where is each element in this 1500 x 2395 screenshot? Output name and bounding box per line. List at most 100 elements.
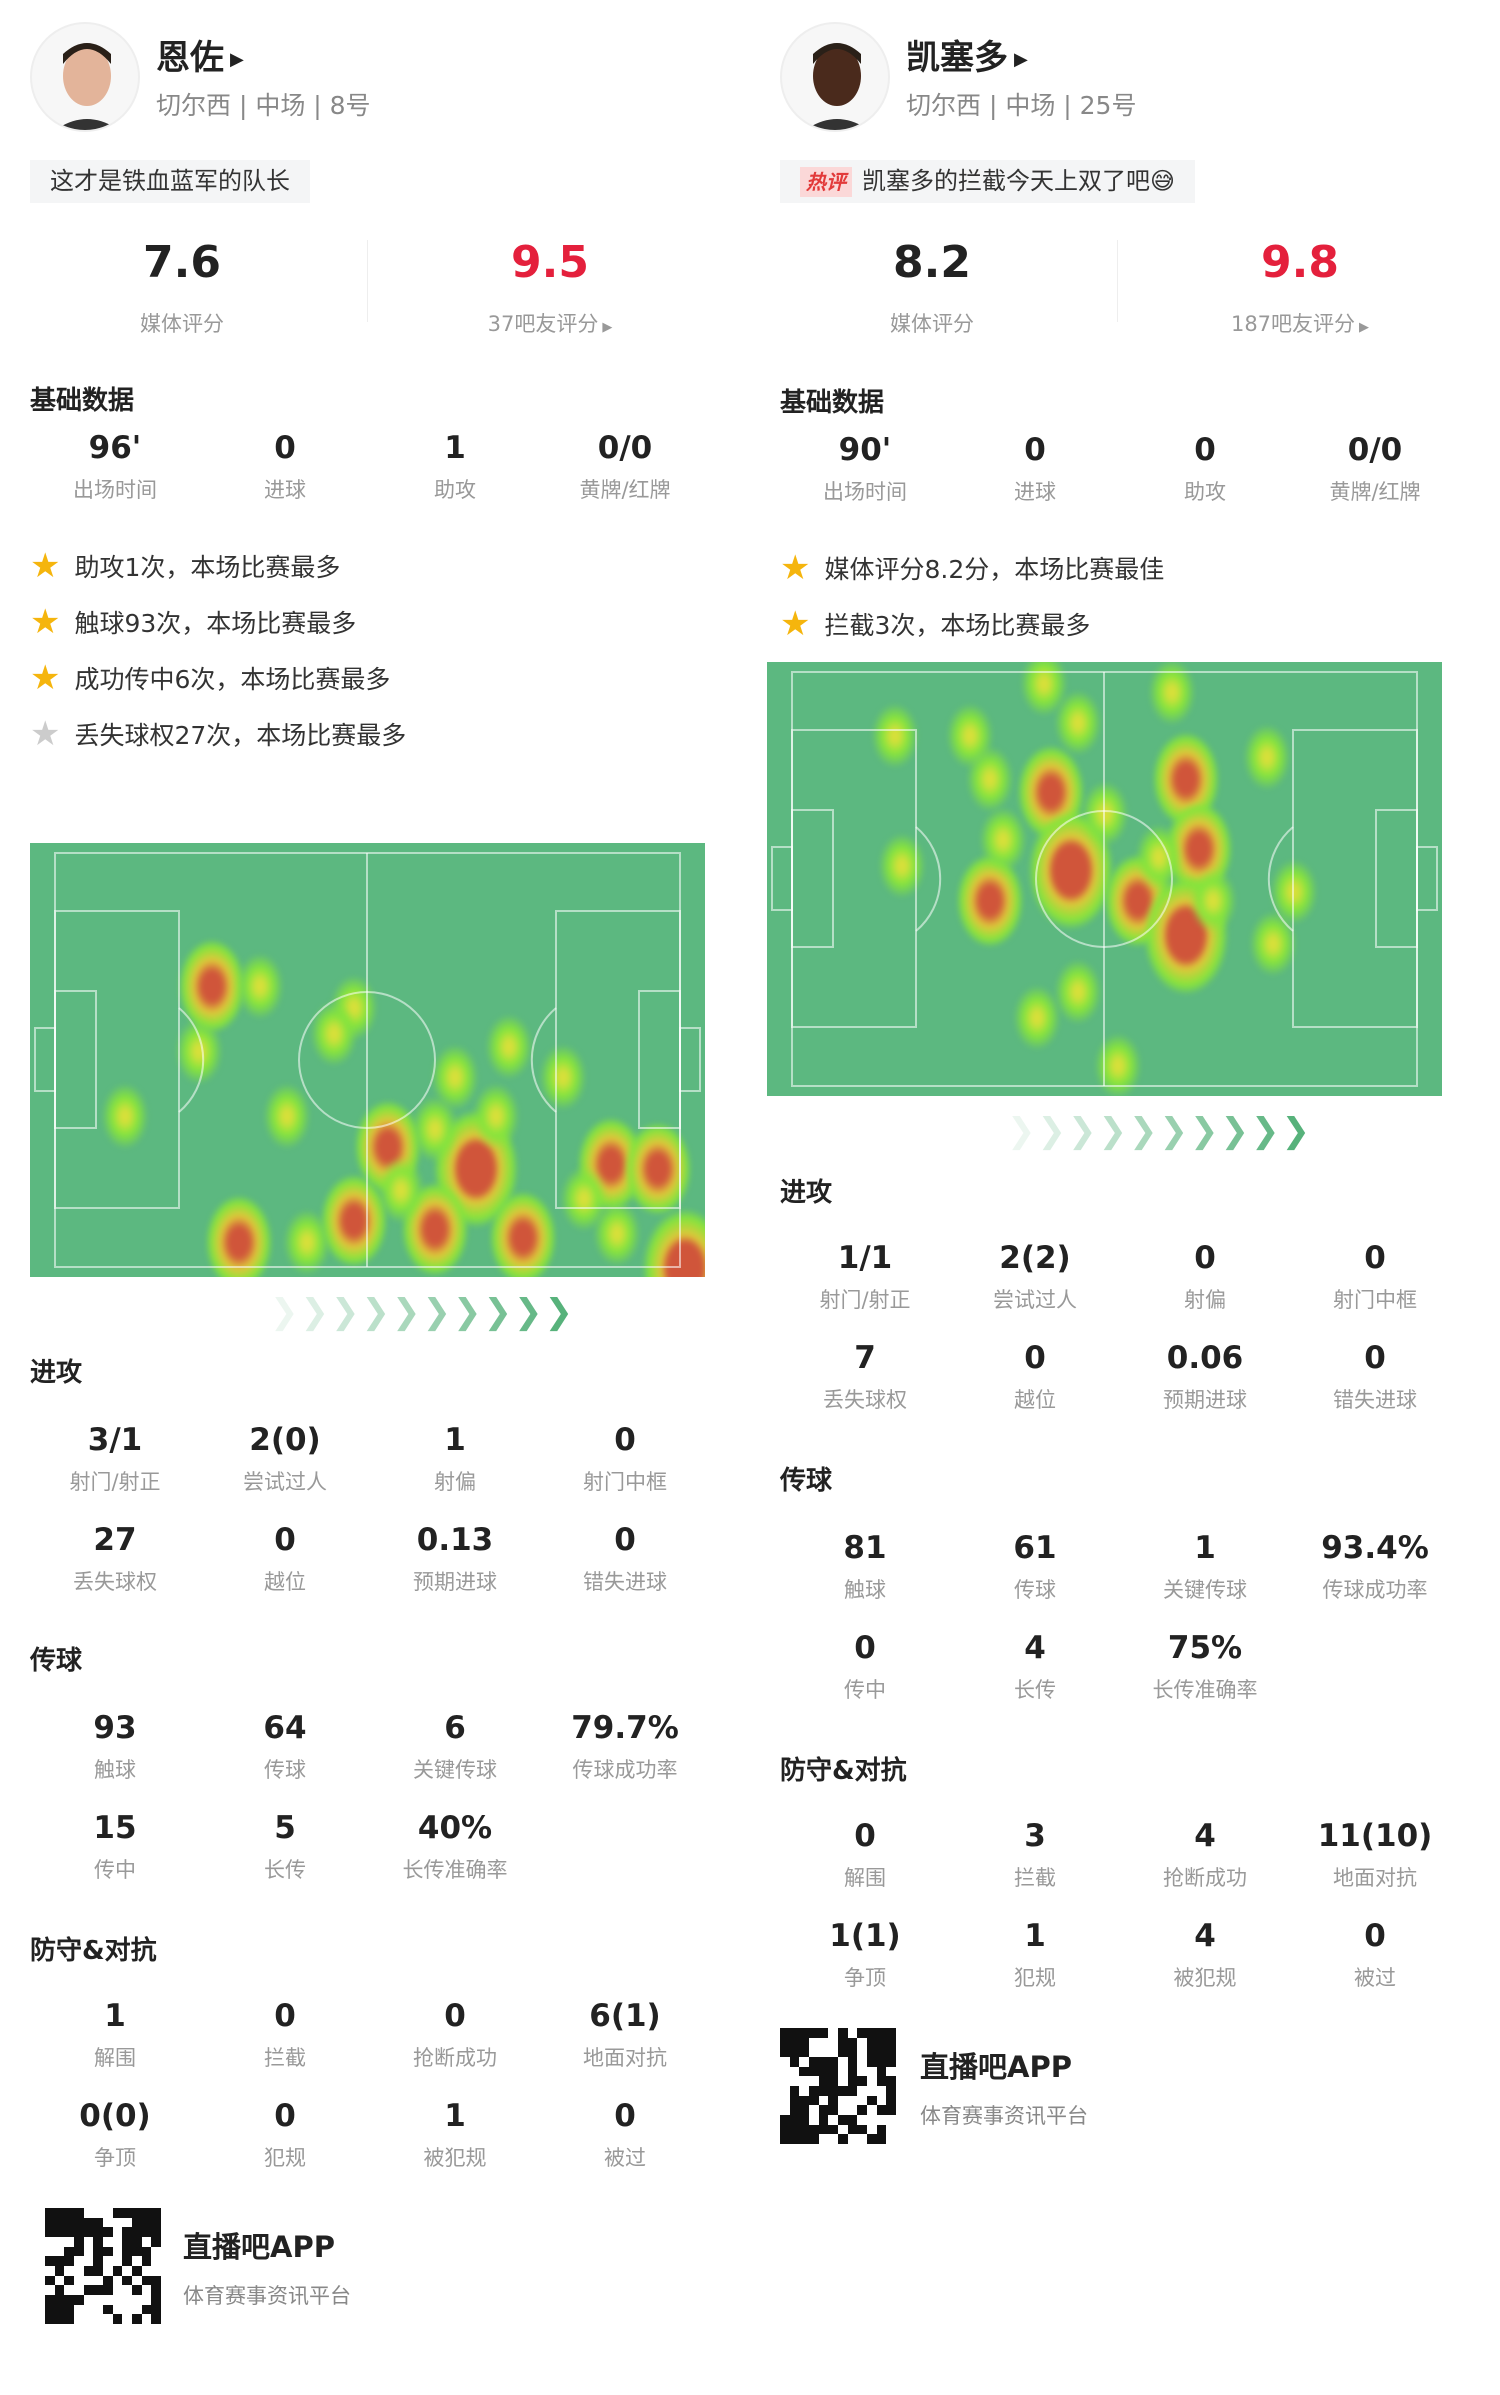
qr-cell bbox=[780, 2085, 790, 2096]
highlight-text: 触球93次，本场比赛最多 bbox=[74, 609, 357, 638]
chevron-right-icon: ❯ bbox=[1220, 1111, 1250, 1151]
qr-cell bbox=[103, 2304, 113, 2315]
qr-cell bbox=[74, 2246, 84, 2257]
qr-cell bbox=[122, 2227, 132, 2237]
qr-cell bbox=[847, 2114, 858, 2125]
qr-cell bbox=[151, 2236, 161, 2247]
chevron-right-icon: ❯ bbox=[514, 1292, 543, 1332]
basic-stat: 0 进球 bbox=[950, 430, 1120, 530]
qr-cell bbox=[838, 2066, 848, 2077]
qr-cell bbox=[141, 2208, 152, 2218]
stat-value: 7 bbox=[854, 1340, 876, 1376]
star-gold-icon: ★ bbox=[780, 548, 811, 588]
player-name-link[interactable]: 凯塞多 ▶ bbox=[906, 30, 1028, 79]
heat-blob bbox=[1054, 959, 1101, 1025]
stat-value: 0 bbox=[614, 1522, 636, 1558]
heatmap-field bbox=[767, 662, 1442, 1096]
qr-cell bbox=[93, 2246, 103, 2257]
stat-label: 触球 bbox=[94, 1758, 136, 1782]
stat-label: 被过 bbox=[1354, 1966, 1396, 1990]
stat-label: 丢失球权 bbox=[73, 1570, 157, 1594]
fan-rating-link[interactable]: 187吧友评分 ▶ bbox=[1130, 308, 1470, 338]
qr-cell bbox=[74, 2275, 84, 2286]
stat-value: 1(1) bbox=[829, 1918, 901, 1954]
stat-label: 助攻 bbox=[1184, 480, 1226, 504]
stat-value: 0 bbox=[614, 1422, 636, 1458]
stat-label: 拦截 bbox=[264, 2046, 306, 2070]
stat-label: 射门/射正 bbox=[819, 1288, 911, 1312]
qr-cell bbox=[847, 2076, 858, 2086]
stat-label: 地面对抗 bbox=[1333, 1866, 1417, 1890]
hot-comment[interactable]: 热评 凯塞多的拦截今天上双了吧😅 bbox=[780, 160, 1196, 203]
qr-cell bbox=[857, 2037, 867, 2048]
stat-label: 出场时间 bbox=[823, 480, 907, 504]
chevron-right-icon: ❯ bbox=[544, 1292, 574, 1332]
qr-cell bbox=[64, 2236, 74, 2247]
passing-grid: 81 触球 61 传球 1 关键传球 93.4% 传球成功率 0 传中 4 长传 75% 长传准确率 bbox=[780, 1528, 1460, 1728]
stat-label: 黄牌/红牌 bbox=[1329, 480, 1421, 504]
qr-cell bbox=[103, 2208, 113, 2218]
qr-cell bbox=[112, 2246, 123, 2257]
qr-cell bbox=[83, 2227, 94, 2237]
fan-rating[interactable]: 9.5 37吧友评分 ▶ bbox=[380, 238, 720, 338]
player-name-link[interactable]: 恩佐 ▶ bbox=[156, 30, 244, 79]
qr-cell bbox=[818, 2124, 829, 2135]
qr-cell bbox=[103, 2265, 113, 2276]
qr-cell bbox=[151, 2217, 161, 2228]
qr-cell bbox=[780, 2047, 790, 2057]
qr-cell bbox=[789, 2066, 800, 2077]
heat-blob bbox=[1020, 662, 1067, 716]
fan-rating-link[interactable]: 37吧友评分 ▶ bbox=[380, 308, 720, 338]
qr-cell bbox=[876, 2056, 887, 2067]
passing-stat: 93.4% 传球成功率 bbox=[1290, 1528, 1460, 1628]
qr-cell bbox=[64, 2246, 74, 2257]
qr-cell bbox=[151, 2314, 161, 2324]
qr-cell bbox=[112, 2236, 123, 2247]
qr-cell bbox=[838, 2124, 848, 2135]
qr-cell bbox=[64, 2275, 74, 2286]
player-subtitle: 切尔西 | 中场 | 25号 bbox=[906, 91, 1137, 120]
hot-comment[interactable]: 这才是铁血蓝军的队长 bbox=[30, 160, 310, 203]
stat-value: 2(2) bbox=[999, 1240, 1071, 1276]
fan-rating[interactable]: 9.8 187吧友评分 ▶ bbox=[1130, 238, 1470, 338]
player-avatar[interactable] bbox=[780, 22, 890, 132]
basic-stat: 0 助攻 bbox=[1120, 430, 1290, 530]
qr-cell bbox=[103, 2314, 113, 2324]
star-gold-icon: ★ bbox=[30, 546, 61, 586]
stat-value: 3/1 bbox=[87, 1422, 143, 1458]
chevron-right-icon: ❯ bbox=[1251, 1111, 1280, 1151]
qr-cell bbox=[45, 2217, 55, 2228]
qr-cell bbox=[818, 2066, 829, 2077]
player-photo-icon bbox=[55, 43, 119, 130]
stat-label: 争顶 bbox=[844, 1966, 886, 1990]
qr-cell bbox=[857, 2105, 867, 2115]
chevron-right-icon: ❯ bbox=[1129, 1111, 1158, 1151]
qr-cell bbox=[799, 2085, 809, 2096]
player-avatar[interactable] bbox=[30, 22, 140, 132]
star-gold-icon: ★ bbox=[30, 658, 61, 698]
qr-cell bbox=[132, 2208, 142, 2218]
stat-label: 错失进球 bbox=[1333, 1388, 1417, 1412]
defense-stat: 1(1) 争顶 bbox=[780, 1916, 950, 2016]
heat-blob bbox=[879, 833, 925, 899]
stat-label: 黄牌/红牌 bbox=[579, 478, 671, 502]
qr-cell bbox=[857, 2047, 867, 2057]
defense-stat: 0 抢断成功 bbox=[370, 1996, 540, 2096]
qr-cell bbox=[45, 2314, 55, 2324]
basic-stat: 0/0 黄牌/红牌 bbox=[540, 428, 710, 528]
qr-cell bbox=[64, 2217, 74, 2228]
qr-cell bbox=[112, 2217, 123, 2228]
stat-label: 射偏 bbox=[434, 1470, 476, 1494]
qr-cell bbox=[74, 2208, 84, 2218]
qr-cell bbox=[838, 2114, 848, 2125]
passing-stat: 40% 长传准确率 bbox=[370, 1808, 540, 1908]
passing-stat: 0 传中 bbox=[780, 1628, 950, 1728]
stat-label: 预期进球 bbox=[1163, 1388, 1247, 1412]
media-rating-value: 8.2 bbox=[893, 237, 971, 288]
chevron-right-icon: ❯ bbox=[1098, 1111, 1128, 1151]
stat-value: 0(0) bbox=[79, 2098, 151, 2134]
attack-stat: 0.06 预期进球 bbox=[1120, 1338, 1290, 1438]
qr-cell bbox=[103, 2246, 113, 2257]
stat-label: 射门中框 bbox=[1333, 1288, 1417, 1312]
qr-cell bbox=[141, 2236, 152, 2247]
